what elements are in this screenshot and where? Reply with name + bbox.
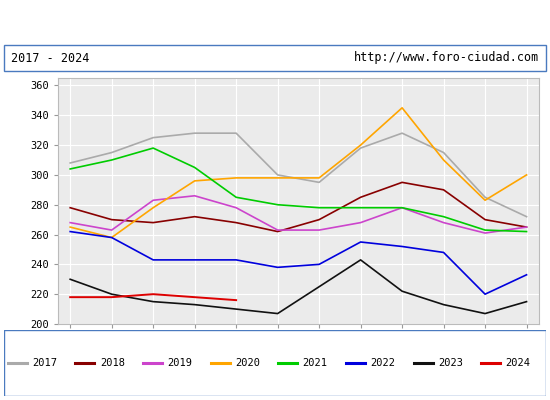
Text: 2021: 2021 bbox=[302, 358, 328, 368]
Text: Evolucion del paro registrado en Santpedor: Evolucion del paro registrado en Santped… bbox=[84, 14, 466, 28]
Text: 2022: 2022 bbox=[370, 358, 395, 368]
Text: 2020: 2020 bbox=[235, 358, 260, 368]
Text: 2018: 2018 bbox=[100, 358, 125, 368]
Text: 2019: 2019 bbox=[167, 358, 192, 368]
Text: 2017 - 2024: 2017 - 2024 bbox=[11, 52, 89, 64]
Text: 2023: 2023 bbox=[438, 358, 463, 368]
Text: 2017: 2017 bbox=[32, 358, 57, 368]
FancyBboxPatch shape bbox=[4, 330, 546, 396]
Text: http://www.foro-ciudad.com: http://www.foro-ciudad.com bbox=[354, 52, 539, 64]
FancyBboxPatch shape bbox=[4, 44, 546, 72]
Text: 2024: 2024 bbox=[505, 358, 531, 368]
